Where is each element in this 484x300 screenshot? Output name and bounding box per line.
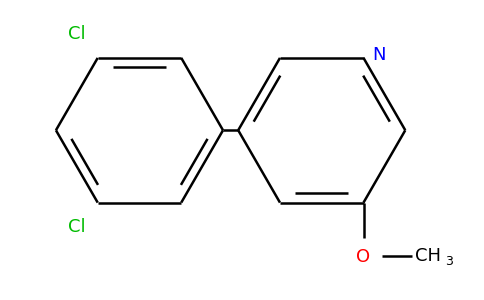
Text: Cl: Cl	[68, 25, 86, 43]
Text: O: O	[356, 248, 371, 266]
Text: Cl: Cl	[68, 218, 86, 236]
Text: N: N	[373, 46, 386, 64]
Text: 3: 3	[446, 255, 454, 268]
Text: CH: CH	[415, 247, 441, 265]
